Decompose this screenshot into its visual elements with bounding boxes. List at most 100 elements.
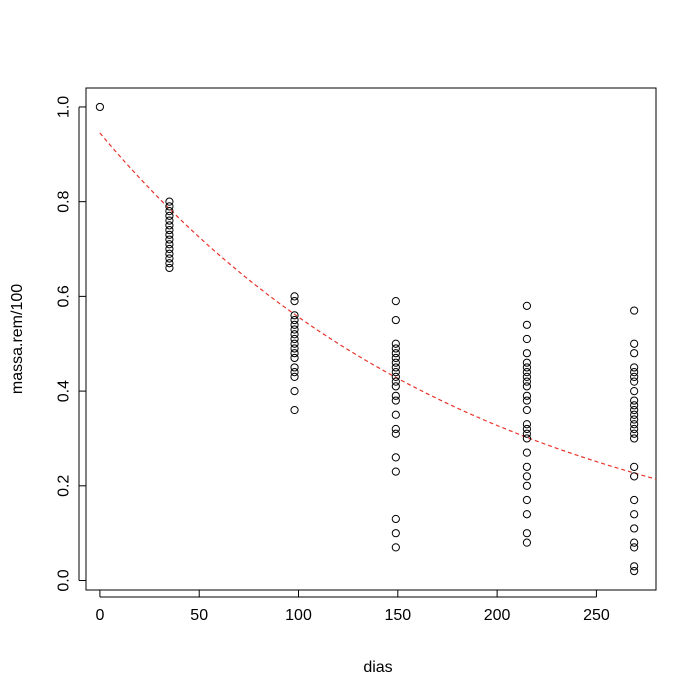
data-point xyxy=(290,315,299,325)
data-point xyxy=(630,401,639,410)
data-point xyxy=(630,566,639,576)
data-point xyxy=(522,358,532,367)
data-point xyxy=(522,434,532,443)
data-point xyxy=(165,207,174,216)
y-tick-label: 0.2 xyxy=(56,475,73,497)
data-point xyxy=(522,510,532,519)
y-tick-label: 0.0 xyxy=(56,569,73,591)
data-point xyxy=(290,386,299,396)
data-point xyxy=(290,372,299,381)
data-point xyxy=(522,382,532,391)
data-point xyxy=(522,420,532,429)
y-tick-label: 1.0 xyxy=(56,96,73,118)
x-tick-label: 250 xyxy=(583,607,610,624)
data-point xyxy=(630,538,639,547)
data-point xyxy=(630,424,639,434)
y-tick-label: 0.6 xyxy=(56,285,73,307)
data-point xyxy=(522,495,532,505)
data-point xyxy=(391,467,400,476)
data-point xyxy=(630,405,639,415)
data-point xyxy=(165,230,174,239)
data-point xyxy=(165,221,174,230)
data-point xyxy=(391,297,400,306)
data-point xyxy=(290,339,299,348)
data-point xyxy=(630,434,639,443)
data-point xyxy=(522,334,532,344)
data-point xyxy=(630,306,639,315)
data-point xyxy=(165,225,174,235)
data-point xyxy=(630,495,639,505)
data-point xyxy=(522,424,532,434)
data-point xyxy=(522,462,532,471)
data-point xyxy=(290,292,299,301)
data-point xyxy=(391,377,400,386)
y-axis: 0.0 0.2 0.4 0.6 0.8 1.0 xyxy=(56,96,86,592)
data-point xyxy=(290,368,299,377)
data-point xyxy=(630,472,639,481)
data-point xyxy=(290,405,299,415)
data-point xyxy=(391,514,400,524)
data-point xyxy=(165,202,174,211)
data-point xyxy=(290,334,299,344)
data-point xyxy=(391,429,400,438)
data-point xyxy=(391,363,400,372)
data-point xyxy=(391,353,400,363)
data-point xyxy=(290,311,299,320)
data-point xyxy=(165,244,174,254)
data-point xyxy=(165,211,174,220)
data-point xyxy=(522,429,532,438)
y-tick-label: 0.4 xyxy=(56,380,73,402)
y-tick-label: 0.8 xyxy=(56,190,73,212)
data-point xyxy=(290,349,299,358)
fitted-curve xyxy=(99,132,657,480)
data-point xyxy=(391,344,400,353)
data-point xyxy=(391,543,400,552)
data-point xyxy=(522,405,532,415)
data-point xyxy=(95,102,105,112)
data-point xyxy=(290,353,299,363)
data-point xyxy=(630,524,639,533)
data-point xyxy=(290,363,299,372)
data-point xyxy=(165,235,174,244)
x-axis-label: dias xyxy=(363,659,392,676)
data-point xyxy=(165,197,174,206)
data-point xyxy=(391,315,400,325)
data-point xyxy=(522,538,532,547)
data-point xyxy=(290,344,299,353)
data-point xyxy=(391,368,400,377)
data-point xyxy=(522,391,532,400)
data-point xyxy=(391,382,400,391)
data-point xyxy=(630,368,639,377)
x-axis: 0 50 100 150 200 250 xyxy=(95,590,610,624)
data-point xyxy=(522,320,532,329)
plot-frame xyxy=(85,87,657,591)
data-point xyxy=(630,363,639,372)
data-point xyxy=(391,396,400,405)
x-tick-label: 200 xyxy=(484,607,511,624)
data-point xyxy=(630,415,639,424)
data-point xyxy=(522,363,532,372)
data-points xyxy=(95,102,639,576)
data-point xyxy=(630,349,639,358)
x-tick-label: 100 xyxy=(285,607,312,624)
data-point xyxy=(630,372,639,381)
data-point xyxy=(630,562,639,571)
data-point xyxy=(522,301,532,310)
data-point xyxy=(165,216,174,225)
data-point xyxy=(522,349,532,358)
data-point xyxy=(165,254,174,263)
data-point xyxy=(522,448,532,457)
data-point xyxy=(391,453,400,462)
data-point xyxy=(630,396,639,405)
data-point xyxy=(290,320,299,329)
data-point xyxy=(522,529,532,538)
y-axis-label: massa.rem/100 xyxy=(9,284,26,394)
x-tick-label: 0 xyxy=(95,607,104,624)
data-point xyxy=(290,330,299,339)
data-point xyxy=(391,529,400,538)
data-point xyxy=(630,377,639,386)
data-point xyxy=(165,240,174,249)
data-point xyxy=(165,263,174,273)
data-point xyxy=(522,372,532,381)
